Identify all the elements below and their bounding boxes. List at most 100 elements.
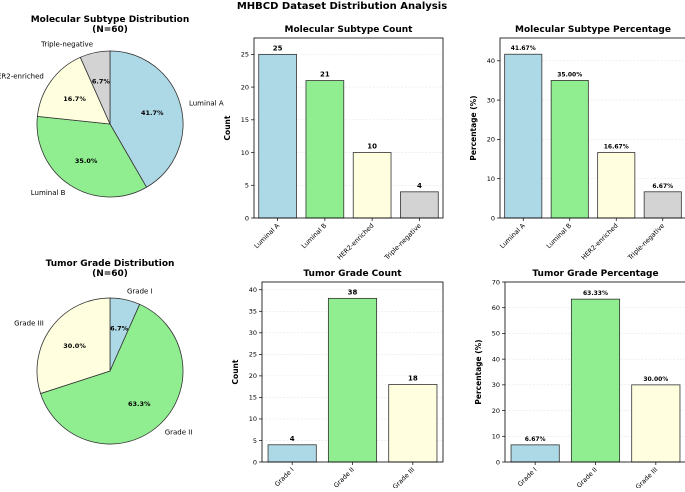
bar-chart-title: Tumor Grade Percentage [532,269,658,279]
x-tick-label: Grade III [391,466,416,488]
axes-frame [504,281,685,463]
bar [631,384,681,463]
y-axis-label: Count [223,115,232,140]
bar-value-label: 6.67% [652,183,673,190]
pie-title: Molecular Subtype Distribution [31,15,190,25]
x-tick-label: HER2-enriched [336,222,376,262]
bar-value-label: 21 [320,71,330,79]
axes-frame [253,37,444,219]
y-tick-label: 0 [253,458,257,466]
bar [267,444,317,463]
bar-chart-1: Molecular Subtype Count 0 5 10 15 20 25 25 Lumin… [223,25,444,262]
bar-chart-5: Tumor Grade Percentage 0 10 20 30 40 50 60 70 6.6… [474,269,685,491]
bar-value-label: 10 [367,143,377,151]
y-tick-label: 25 [249,351,257,359]
y-axis-label: Percentage (%) [469,95,478,160]
bar [400,191,439,219]
pie-chart-0: Molecular Subtype Distribution(N=60) Lumi… [0,15,224,198]
x-tick-label: Luminal B [300,222,328,250]
y-tick-label: 20 [249,372,257,380]
pie-subtitle: (N=60) [92,269,128,279]
bar [352,152,392,219]
bar [597,152,636,219]
x-tick-label: Triple-negative [382,222,422,262]
bar-chart-title: Molecular Subtype Count [285,25,414,35]
axes-frame [261,281,444,463]
bar [504,53,543,219]
pie-slice [36,56,111,125]
bar-chart-title: Molecular Subtype Percentage [515,25,671,35]
pie-slice-pct: 16.7% [63,95,86,103]
pie-slice-label: Grade II [165,428,193,436]
bar-value-label: 16.67% [604,143,629,150]
y-tick-label: 40 [487,57,495,65]
y-tick-label: 0 [245,214,249,222]
bar-value-label: 41.67% [511,45,536,52]
x-tick-label: Grade I [273,466,296,488]
pie-slice [79,50,111,125]
bar [327,297,378,463]
y-tick-label: 20 [487,136,495,144]
bar [550,80,589,219]
bar-value-label: 4 [417,182,422,190]
bar-value-label: 30.00% [643,376,668,383]
y-tick-label: 5 [253,437,257,445]
y-tick-label: 0 [491,214,495,222]
bar [258,53,297,219]
y-axis-label: Count [231,359,240,384]
bar-value-label: 6.67% [525,436,546,443]
pie-slice-pct: 35.0% [75,157,98,165]
bar-value-label: 63.33% [583,290,608,297]
y-tick-label: 30 [487,96,495,104]
y-tick-label: 5 [245,182,249,190]
y-tick-label: 60 [492,304,500,312]
y-axis-label: Percentage (%) [474,339,483,404]
pie-slice-label: HER2-enriched [0,72,44,80]
bar-value-label: 25 [273,44,283,52]
bar-value-label: 38 [348,288,358,296]
y-tick-label: 40 [249,286,257,294]
y-tick-label: 10 [492,433,500,441]
pie-slice-pct: 63.3% [128,400,151,408]
x-tick-label: Luminal A [253,221,282,250]
bar-chart-title: Tumor Grade Count [303,269,402,279]
y-tick-label: 10 [487,175,495,183]
x-tick-label: Grade III [634,466,659,488]
bar [510,444,560,463]
x-tick-label: Grade II [575,466,599,488]
x-tick-label: Luminal A [498,221,527,250]
y-tick-label: 25 [241,51,249,59]
pie-subtitle: (N=60) [92,25,128,35]
bar-chart-4: Tumor Grade Count 0 5 10 15 20 25 30 35 40 4 Grade … [231,269,444,491]
x-tick-label: Grade II [332,466,356,488]
y-tick-label: 30 [249,329,257,337]
y-tick-label: 15 [249,394,257,402]
x-tick-label: Luminal B [545,222,573,250]
pie-slice [36,115,148,198]
pie-slice [40,303,184,445]
pie-slice-pct: 30.0% [63,342,86,350]
pie-slice-label: Luminal A [189,99,224,107]
pie-slice [36,297,111,395]
pie-slice-label: Luminal B [31,189,66,197]
x-tick-label: Grade I [516,466,539,488]
bar-chart-2: Molecular Subtype Percentage 0 10 20 30 40 41.… [469,25,685,262]
bar [305,80,345,219]
bar [643,191,682,219]
y-tick-label: 50 [492,330,500,338]
axes-frame [499,37,685,219]
pie-slice-pct: 41.7% [141,109,164,117]
pie-slice-label: Triple-negative [40,41,93,49]
x-tick-label: Triple-negative [626,222,666,262]
pie-chart-3: Tumor Grade Distribution(N=60) Grade I 6.7… [14,259,193,445]
y-tick-label: 35 [249,308,257,316]
x-tick-label: HER2-enriched [580,222,620,262]
bar-value-label: 18 [408,374,418,382]
pie-slice-pct: 6.7% [110,325,129,333]
y-tick-label: 20 [241,83,249,91]
y-tick-label: 70 [492,278,500,286]
pie-slice-pct: 6.7% [92,78,111,86]
bar-value-label: 4 [290,435,295,443]
